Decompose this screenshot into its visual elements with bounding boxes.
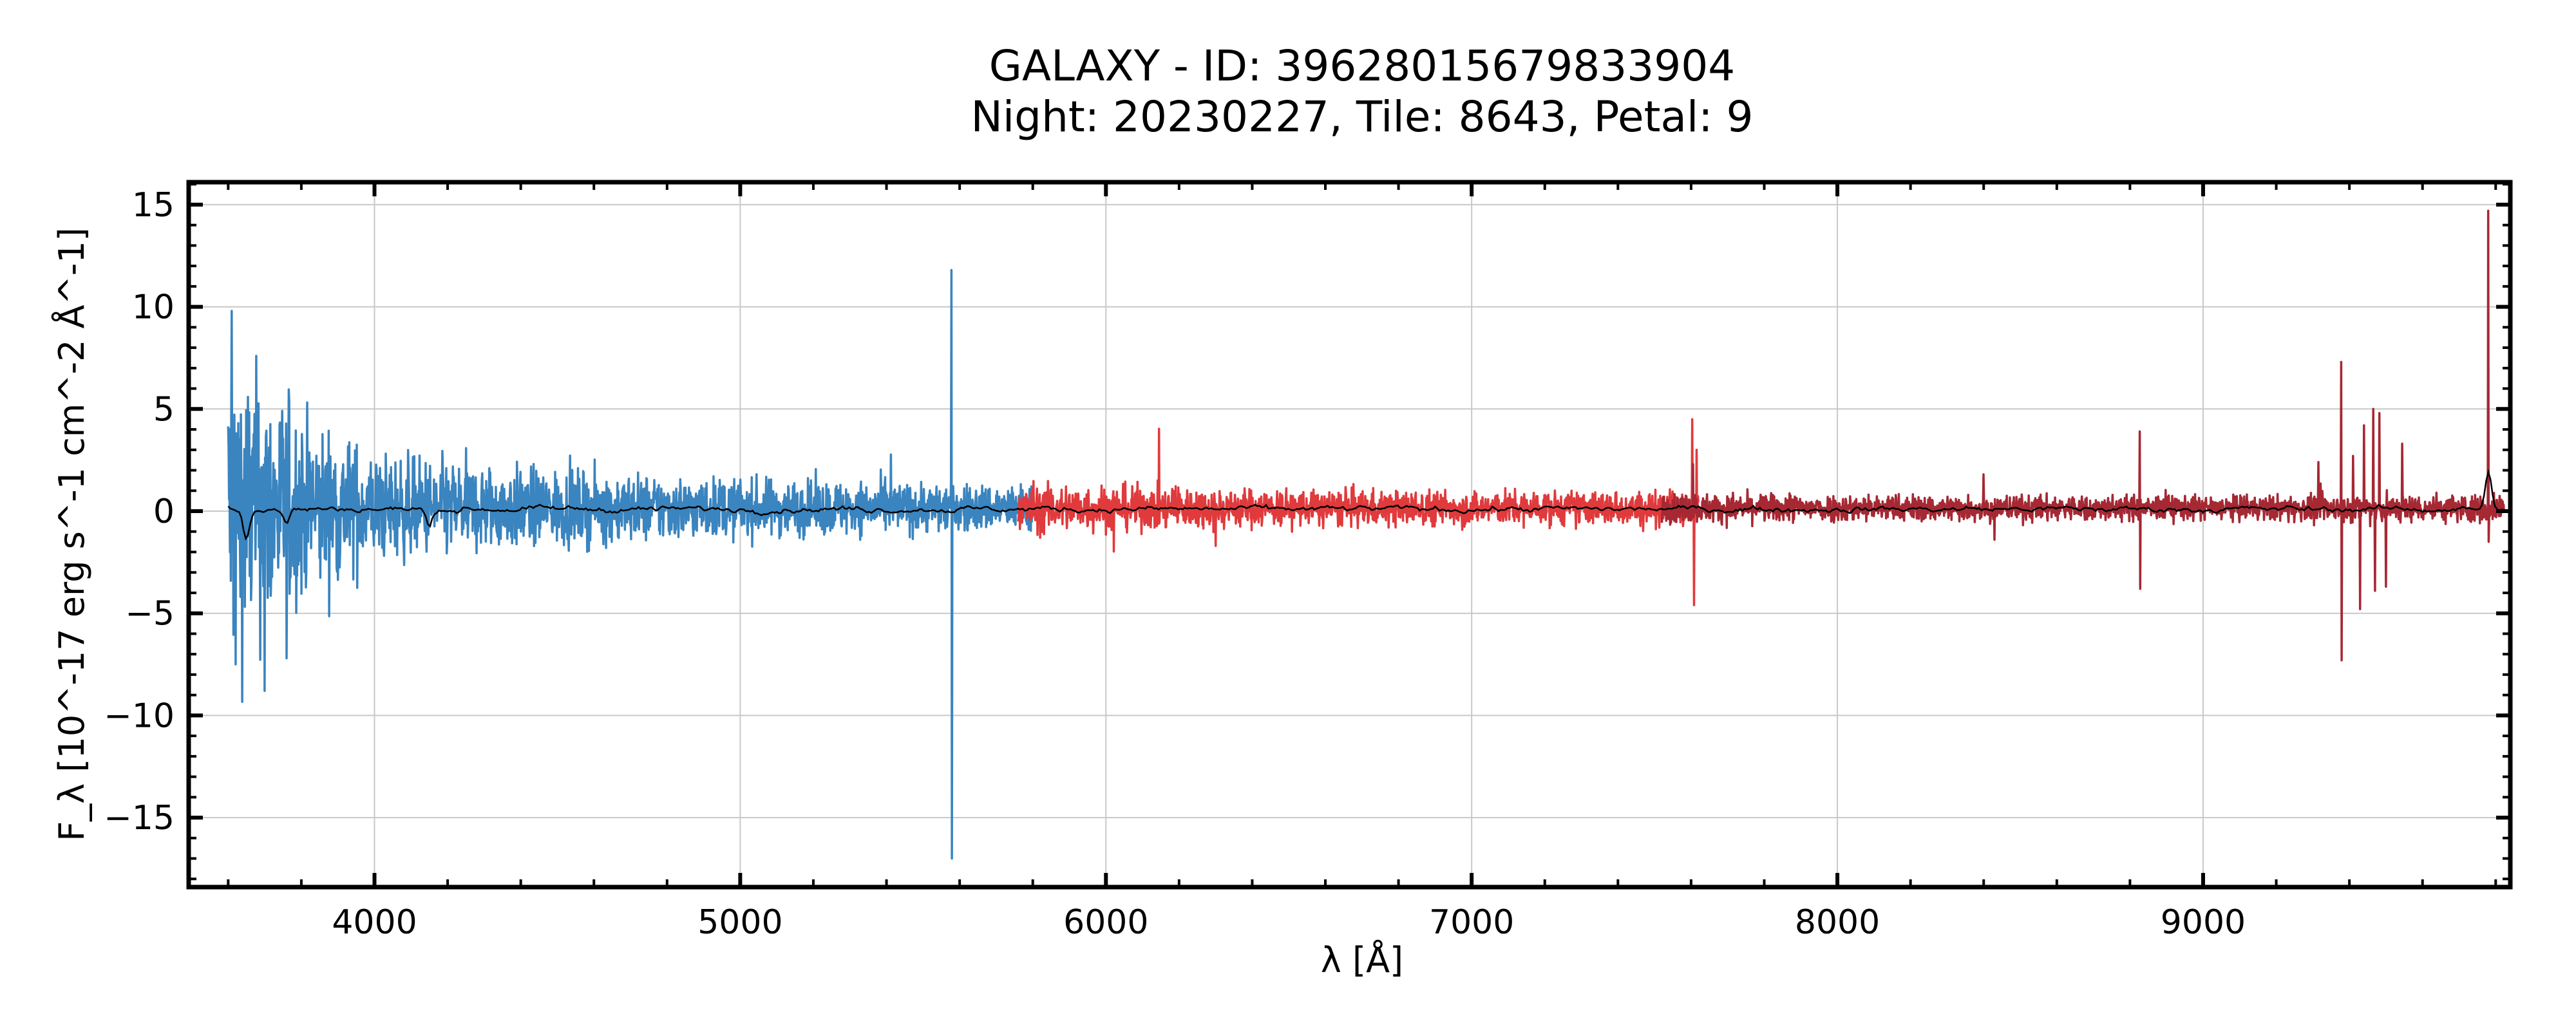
x-tick-label: 8000 — [1795, 903, 1880, 942]
y-axis-label-group: F_λ [10^-17 erg s^-1 cm^-2 Å^-1] — [51, 227, 92, 841]
y-axis-label: F_λ [10^-17 erg s^-1 cm^-2 Å^-1] — [51, 227, 92, 841]
y-tick-label: 15 — [132, 186, 175, 225]
model-line — [227, 469, 2504, 541]
x-tick-label: 7000 — [1429, 903, 1514, 942]
chart-title-line-2: Night: 20230227, Tile: 8643, Petal: 9 — [971, 92, 1753, 142]
plot-area — [227, 209, 2505, 860]
y-tick-label: −5 — [125, 595, 175, 633]
x-axis-label: λ [Å] — [1321, 939, 1403, 980]
spectrum-r-arm — [1017, 418, 1700, 606]
x-tick-label: 4000 — [332, 903, 417, 942]
spectrum-b-arm — [227, 268, 1034, 860]
x-tick-label: 6000 — [1063, 903, 1148, 942]
y-tick-label: −10 — [104, 697, 175, 735]
spectrum-z-arm — [1660, 209, 2505, 662]
y-tick-label: 10 — [132, 288, 175, 327]
axes-frame — [186, 180, 2513, 890]
y-tick-label: 0 — [153, 492, 175, 531]
y-tick-label: −15 — [104, 799, 175, 838]
x-tick-label: 5000 — [697, 903, 782, 942]
chart-title-line-1: GALAXY - ID: 39628015679833904 — [989, 41, 1735, 91]
x-tick-label: 9000 — [2161, 903, 2246, 942]
grid — [189, 182, 2510, 887]
y-tick-label: 5 — [153, 390, 175, 429]
ticks: 4000 5000 6000 7000 8000 9000 −15 −10 −5 0 5 10 15 — [104, 182, 2510, 942]
